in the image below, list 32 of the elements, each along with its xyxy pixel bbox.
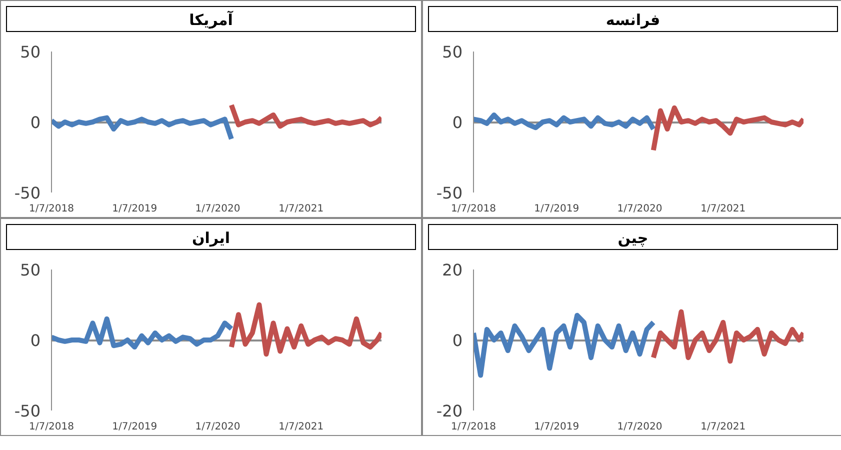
x-tick-label: 1/7/2018 (451, 204, 496, 214)
chart-title: ایران (192, 228, 230, 249)
y-tick-label: -20 (436, 402, 463, 420)
y-tick-label: 50 (20, 42, 40, 62)
x-tick-label: 1/7/2019 (112, 422, 158, 432)
y-tick-label: 20 (442, 260, 462, 280)
x-tick-label: 1/7/2021 (278, 422, 324, 432)
y-tick-label: 50 (20, 260, 40, 280)
y-tick-label: 0 (30, 113, 41, 132)
x-tick-label: 1/7/2018 (451, 422, 496, 432)
x-tick-label: 1/7/2020 (195, 204, 240, 214)
x-tick-label: 1/7/2019 (534, 422, 580, 432)
x-tick-label: 1/7/2018 (29, 422, 74, 432)
x-tick-label: 1/7/2020 (617, 204, 662, 214)
y-tick-label: 0 (452, 113, 463, 132)
x-tick-label: 1/7/2020 (195, 422, 240, 432)
y-tick-label: -50 (14, 402, 41, 420)
chart-title: فرانسه (606, 10, 660, 31)
x-tick-label: 1/7/2021 (278, 204, 324, 214)
chart-title: چین (618, 228, 648, 249)
y-tick-label: -50 (436, 184, 463, 202)
x-tick-label: 1/7/2019 (534, 204, 580, 214)
y-tick-label: 0 (452, 331, 463, 350)
y-tick-label: 0 (30, 331, 41, 350)
chart-title: آمریکا (189, 10, 233, 31)
x-tick-label: 1/7/2020 (617, 422, 662, 432)
x-tick-label: 1/7/2021 (700, 204, 746, 214)
x-tick-label: 1/7/2019 (112, 204, 158, 214)
x-tick-label: 1/7/2018 (29, 204, 74, 214)
y-tick-label: 50 (442, 42, 462, 62)
y-tick-label: -50 (14, 184, 41, 202)
x-tick-label: 1/7/2021 (700, 422, 746, 432)
